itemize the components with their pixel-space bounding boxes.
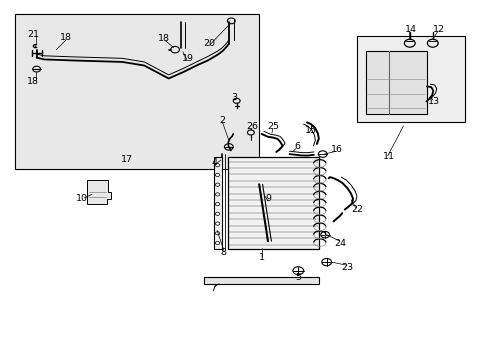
Text: 19: 19 (182, 54, 194, 63)
Text: 15: 15 (304, 126, 316, 135)
Text: 16: 16 (330, 145, 342, 154)
Text: 22: 22 (350, 205, 362, 214)
Text: 18: 18 (158, 34, 169, 43)
Bar (356, 36, 464, 122)
Text: 13: 13 (427, 97, 439, 106)
Text: 23: 23 (341, 263, 352, 271)
Text: 8: 8 (220, 248, 225, 257)
Bar (15, 14, 259, 169)
Text: 20: 20 (203, 39, 215, 48)
Text: 18: 18 (27, 77, 39, 85)
Text: 10: 10 (76, 194, 88, 203)
Bar (213, 157, 221, 249)
Text: 14: 14 (404, 25, 416, 34)
Text: 4: 4 (211, 158, 217, 167)
Bar (228, 157, 318, 249)
Text: 5: 5 (295, 274, 301, 282)
Text: 12: 12 (432, 25, 444, 34)
Text: 9: 9 (264, 194, 270, 203)
Bar (204, 277, 319, 284)
Text: 6: 6 (294, 142, 300, 151)
Text: 11: 11 (382, 152, 394, 161)
Text: 18: 18 (60, 33, 72, 42)
Text: 1: 1 (258, 253, 264, 262)
Polygon shape (87, 180, 111, 204)
Text: 25: 25 (266, 122, 278, 131)
Text: 26: 26 (245, 122, 257, 131)
Bar (365, 51, 426, 114)
Text: 3: 3 (231, 94, 237, 102)
Text: 21: 21 (27, 30, 39, 39)
Text: 17: 17 (121, 154, 133, 163)
Text: 7: 7 (209, 284, 215, 293)
Text: 24: 24 (333, 238, 345, 248)
Text: 2: 2 (219, 116, 224, 125)
